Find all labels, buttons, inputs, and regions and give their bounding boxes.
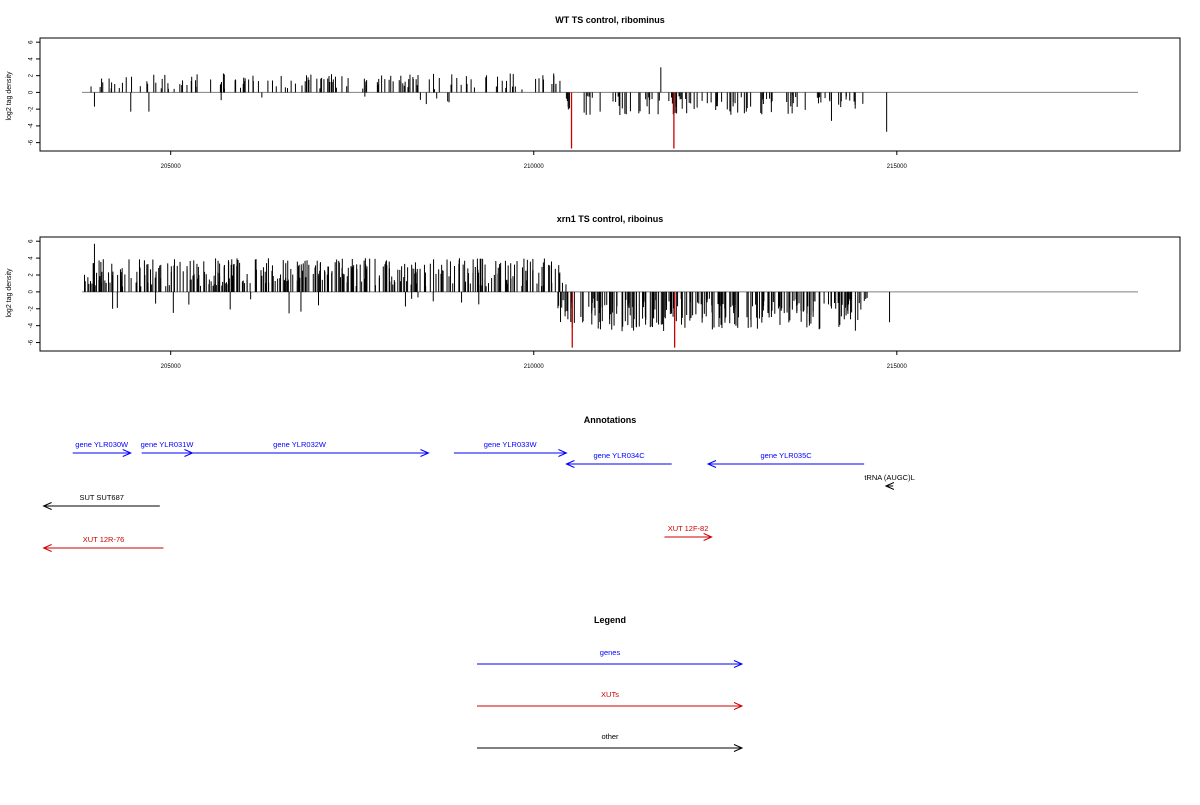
arrow-head xyxy=(733,744,744,752)
panel-title: WT TS control, ribominus xyxy=(555,15,665,25)
legend-label: genes xyxy=(600,648,621,657)
y-tick-label: -4 xyxy=(29,322,35,328)
y-tick-label: 6 xyxy=(29,239,35,243)
wt-density-panel: WT TS control, ribominus log2 tag densit… xyxy=(6,15,1181,170)
y-tick-label: 2 xyxy=(29,273,35,277)
x-tick-label: 205000 xyxy=(161,164,182,170)
y-tick-label: 0 xyxy=(29,290,35,294)
bar-group xyxy=(82,67,1138,149)
legend-title: Legend xyxy=(594,615,626,625)
x-tick-label: 210000 xyxy=(524,364,545,370)
x-axis: 205000 210000 215000 xyxy=(161,151,908,170)
feature-arrow: gene YLR034C xyxy=(565,451,672,468)
bar-group xyxy=(82,243,1138,348)
arrow-head xyxy=(733,702,744,710)
feature-arrow: gene YLR031W xyxy=(141,440,195,457)
x-axis: 205000 210000 215000 xyxy=(161,351,908,370)
annotations-track: Annotations gene YLR030W gene YLR031W gene… xyxy=(42,415,915,552)
y-axis: -6 -4 -2 0 2 4 6 xyxy=(29,239,40,345)
x-tick-label: 210000 xyxy=(524,164,545,170)
y-tick-label: 0 xyxy=(29,90,35,94)
legend-items: genes XUTs other xyxy=(477,648,744,752)
y-tick-label: -6 xyxy=(29,139,35,145)
y-axis: -6 -4 -2 0 2 4 6 xyxy=(29,40,40,145)
y-tick-label: 2 xyxy=(29,73,35,77)
feature-layer: gene YLR030W gene YLR031W gene YLR032W gene… xyxy=(42,440,915,552)
x-tick-label: 215000 xyxy=(887,364,908,370)
feature-label: gene YLR035C xyxy=(761,451,813,460)
feature-label: gene YLR034C xyxy=(593,451,645,460)
arrow-head xyxy=(703,533,713,541)
arrow-head xyxy=(420,449,430,457)
feature-arrow: gene YLR035C xyxy=(706,451,865,468)
y-tick-label: -4 xyxy=(29,123,35,129)
panel-title: xrn1 TS control, riboinus xyxy=(557,214,664,224)
arrow-head xyxy=(558,449,568,457)
arrow-head xyxy=(706,460,717,468)
legend-label: other xyxy=(601,732,619,741)
feature-label: XUT 12R-76 xyxy=(83,535,125,544)
y-tick-label: 6 xyxy=(29,40,35,44)
feature-label: gene YLR032W xyxy=(273,440,327,449)
feature-label: XUT 12F-82 xyxy=(668,524,709,533)
y-tick-label: -6 xyxy=(29,339,35,345)
arrow-head xyxy=(884,482,895,490)
x-tick-label: 205000 xyxy=(161,364,182,370)
feature-arrow: XUT 12F-82 xyxy=(664,524,713,541)
feature-label: tRNA (AUGC)L xyxy=(864,473,914,482)
legend-item: other xyxy=(477,732,744,752)
feature-arrow: gene YLR030W xyxy=(72,440,133,457)
arrow-head xyxy=(565,460,575,468)
y-axis-label: log2 tag density xyxy=(6,268,13,318)
y-tick-label: 4 xyxy=(29,57,35,61)
feature-arrow: gene YLR033W xyxy=(453,440,568,457)
x-tick-label: 215000 xyxy=(887,164,908,170)
y-tick-label: -2 xyxy=(29,106,35,112)
arrow-head xyxy=(42,502,52,510)
plot-frame xyxy=(39,37,1181,152)
arrow-head xyxy=(733,660,744,668)
arrow-head xyxy=(122,449,133,457)
feature-arrow: SUT SUT687 xyxy=(42,493,160,510)
feature-label: gene YLR031W xyxy=(141,440,195,449)
y-tick-label: -2 xyxy=(29,305,35,311)
feature-label: SUT SUT687 xyxy=(79,493,123,502)
feature-label: gene YLR030W xyxy=(75,440,129,449)
feature-arrow: tRNA (AUGC)L xyxy=(864,473,915,490)
plot-frame xyxy=(39,236,1181,352)
legend: Legend genes XUTs other xyxy=(477,615,744,752)
feature-label: gene YLR033W xyxy=(484,440,538,449)
xrn1-density-panel: xrn1 TS control, riboinus log2 tag densi… xyxy=(6,214,1181,370)
feature-arrow: gene YLR032W xyxy=(170,440,430,457)
y-tick-label: 4 xyxy=(29,256,35,260)
legend-item: XUTs xyxy=(477,690,744,710)
feature-arrow: XUT 12R-76 xyxy=(42,535,164,552)
arrow-head xyxy=(42,544,52,552)
y-axis-label: log2 tag density xyxy=(6,71,13,121)
legend-label: XUTs xyxy=(601,690,619,699)
annotations-title: Annotations xyxy=(584,415,637,425)
legend-item: genes xyxy=(477,648,744,668)
